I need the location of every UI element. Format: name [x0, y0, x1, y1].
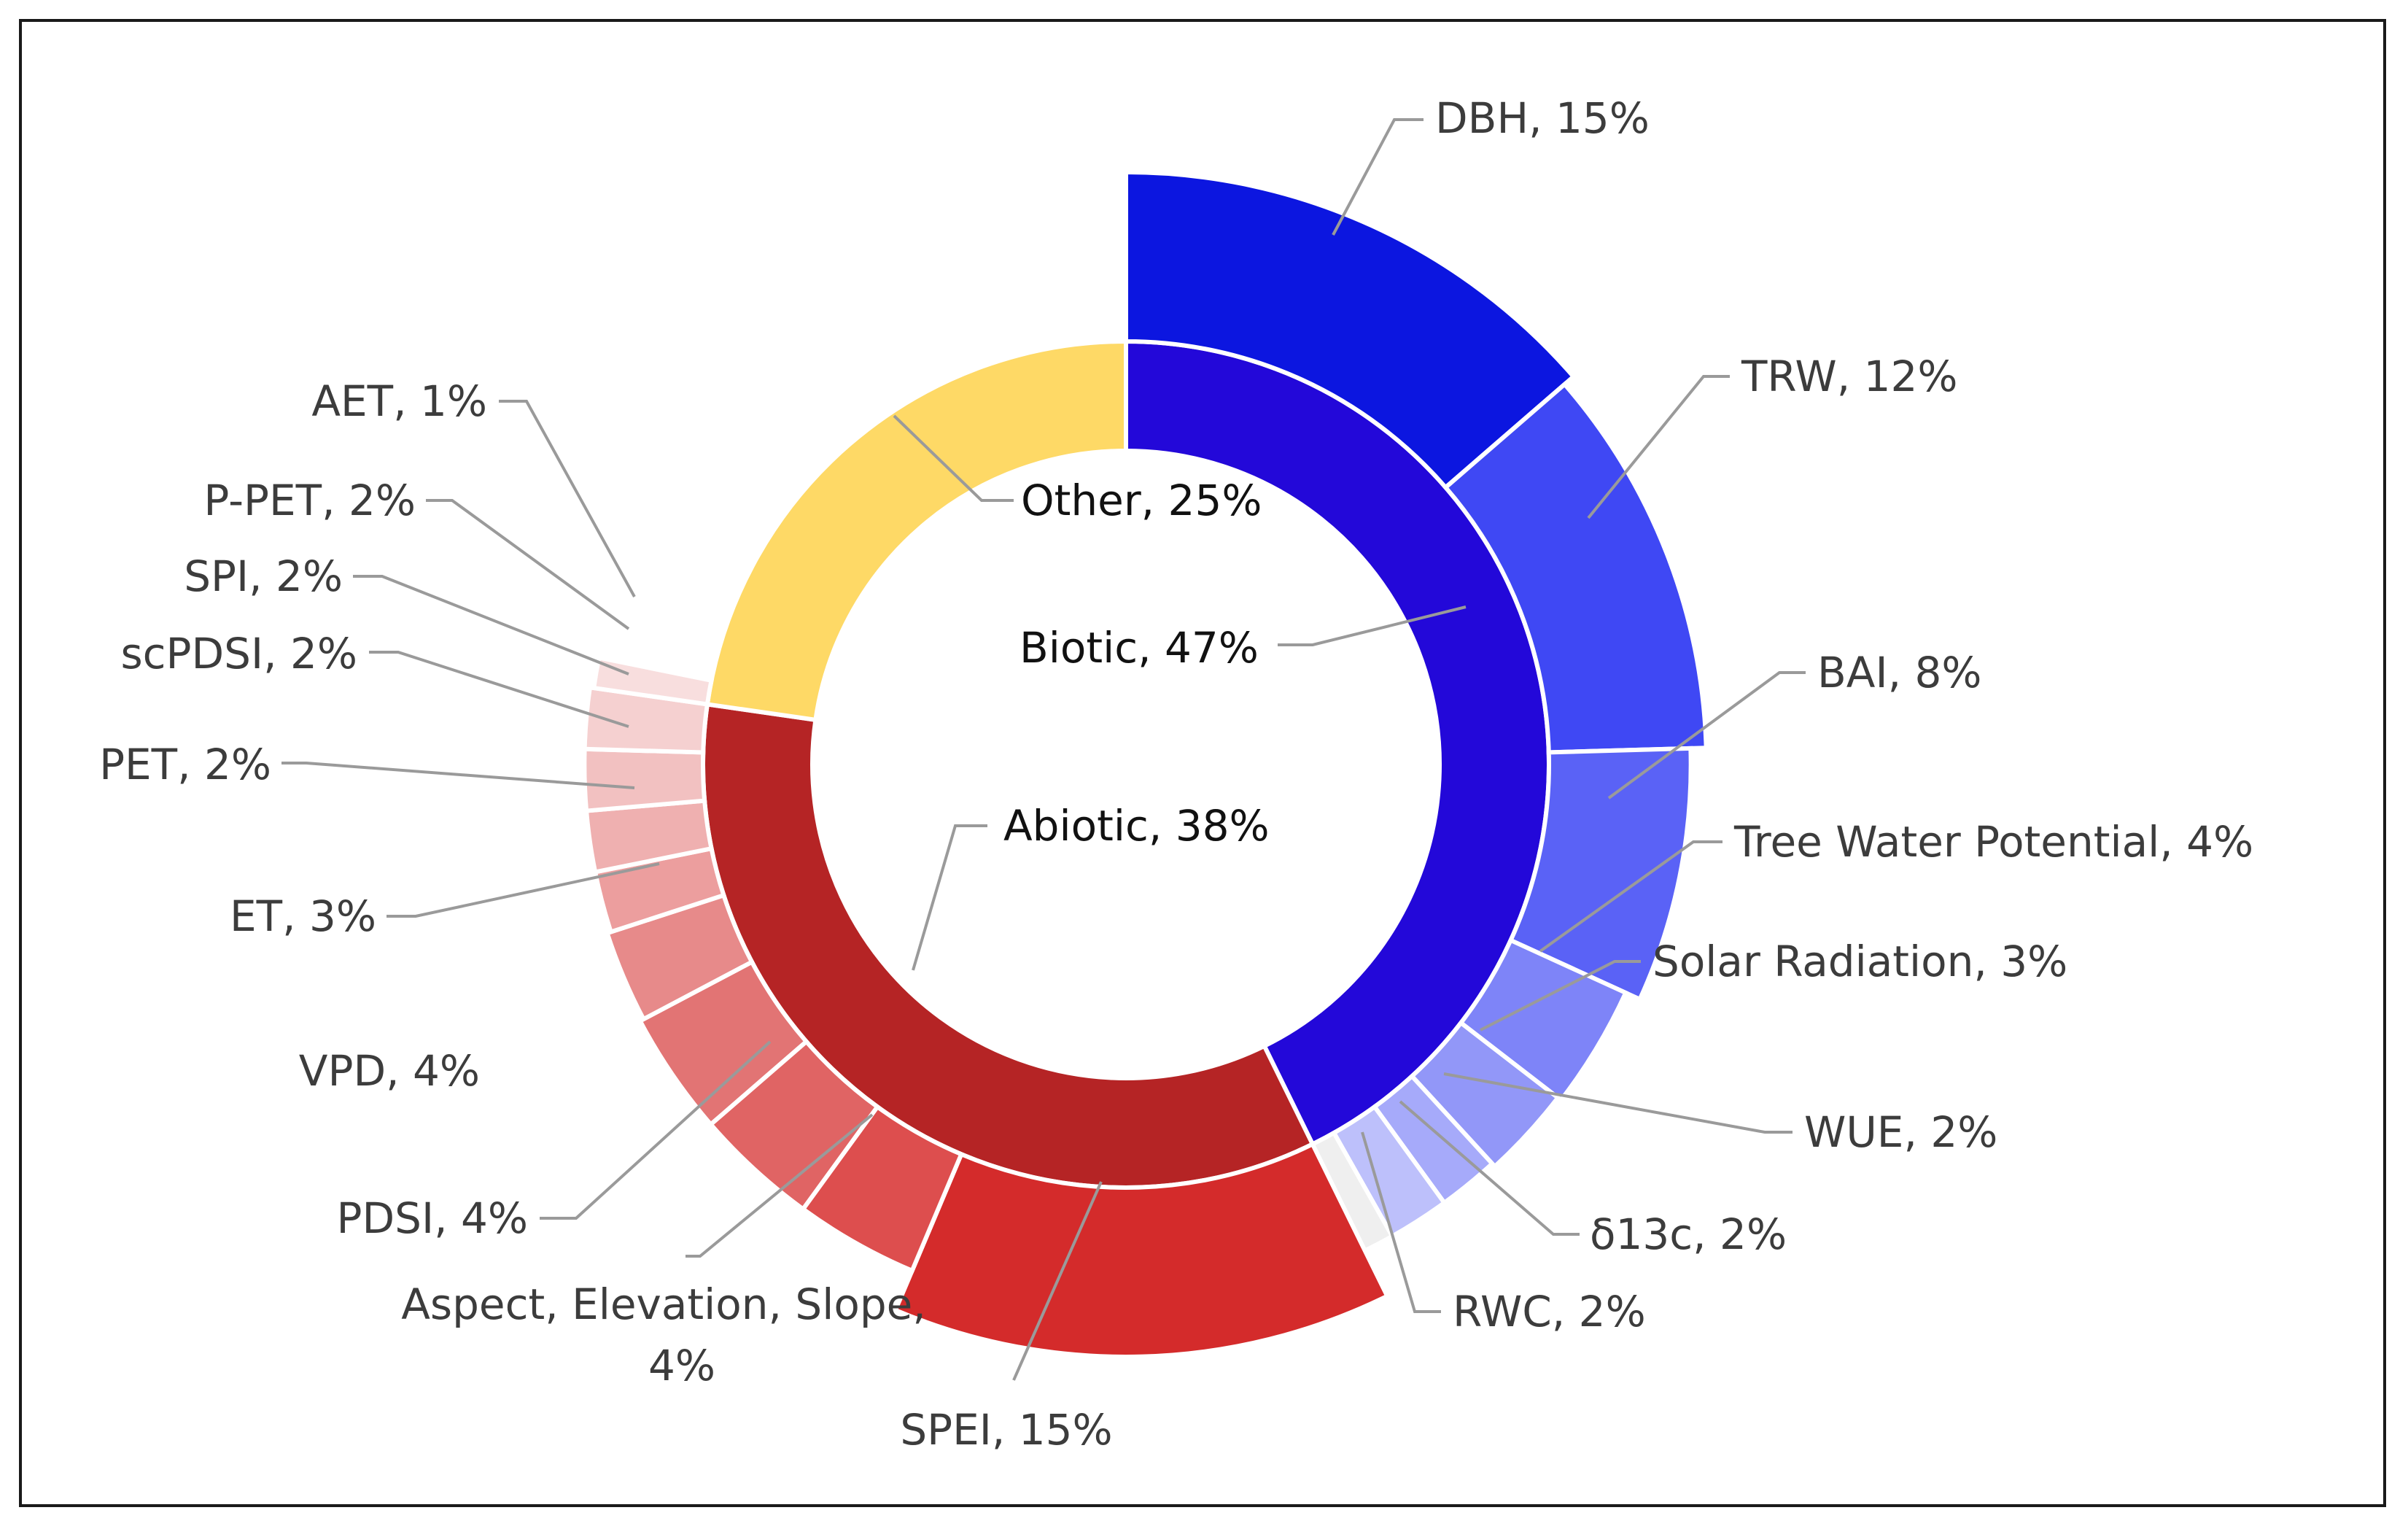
- leader-trw: [1587, 375, 1730, 519]
- leader-spi: [353, 575, 629, 676]
- leader-p-pet: [426, 499, 630, 630]
- outer-ring: [582, 169, 1709, 1359]
- leader-et: [387, 862, 660, 918]
- leader-aet: [499, 400, 636, 597]
- leader-other: [893, 414, 1014, 502]
- label-solar-radiation: Solar Radiation, 3%: [1652, 937, 2067, 986]
- leader-bai: [1607, 671, 1806, 800]
- outer-segment-spei: [892, 1141, 1391, 1359]
- label-spei: SPEI, 15%: [900, 1405, 1112, 1455]
- leader-pet: [281, 762, 635, 789]
- label-rwc: RWC, 2%: [1453, 1287, 1646, 1336]
- label-pet: PET, 2%: [99, 740, 271, 789]
- leader-dbh: [1332, 118, 1424, 236]
- label-d13c: δ13c, 2%: [1590, 1209, 1787, 1259]
- label-biotic: Biotic, 47%: [1019, 623, 1259, 673]
- label-wue: WUE, 2%: [1804, 1107, 1997, 1157]
- leader-solar-radiation: [1480, 960, 1641, 1031]
- leader-biotic: [1278, 605, 1467, 646]
- outer-segment-bai: [1507, 746, 1693, 1002]
- leader-rwc: [1361, 1131, 1441, 1313]
- leader-wue: [1443, 1072, 1793, 1134]
- leader-abiotic: [912, 824, 987, 971]
- label-trw: TRW, 12%: [1741, 352, 1958, 401]
- label-scpdsi: scPDSI, 2%: [120, 629, 357, 678]
- label-aspect-percent: 4%: [648, 1341, 715, 1390]
- label-other: Other, 25%: [1021, 476, 1262, 525]
- outer-segment-aet: [591, 655, 715, 707]
- leader-pdsi: [540, 1040, 772, 1220]
- label-aet: AET, 1%: [311, 376, 487, 426]
- label-pdsi: PDSI, 4%: [337, 1193, 528, 1243]
- label-dbh: DBH, 15%: [1435, 93, 1650, 143]
- inner-segment-other: [704, 338, 1128, 723]
- outer-segment-spi: [582, 746, 707, 813]
- leader-scpdsi: [369, 651, 629, 728]
- label-bai: BAI, 8%: [1817, 648, 1981, 697]
- label-p-pet: P-PET, 2%: [203, 476, 416, 525]
- label-vpd: VPD, 4%: [299, 1046, 480, 1096]
- outer-segment-trw: [1442, 381, 1709, 755]
- leader-lines: [281, 118, 1806, 1381]
- label-tree-water-potential: Tree Water Potential, 4%: [1733, 817, 2253, 867]
- label-spi: SPI, 2%: [184, 551, 343, 601]
- leader-aspect: [685, 1113, 874, 1258]
- inner-ring: [701, 338, 1551, 1190]
- leader-spei: [1012, 1181, 1103, 1381]
- label-aspect-elevation-slope: Aspect, Elevation, Slope,: [401, 1280, 926, 1329]
- label-et: ET, 3%: [230, 891, 376, 941]
- outer-segment-dbh: [1124, 169, 1577, 491]
- leader-d13c: [1399, 1100, 1580, 1236]
- label-abiotic: Abiotic, 38%: [1003, 801, 1270, 851]
- leader-tree-water-potential: [1539, 840, 1723, 953]
